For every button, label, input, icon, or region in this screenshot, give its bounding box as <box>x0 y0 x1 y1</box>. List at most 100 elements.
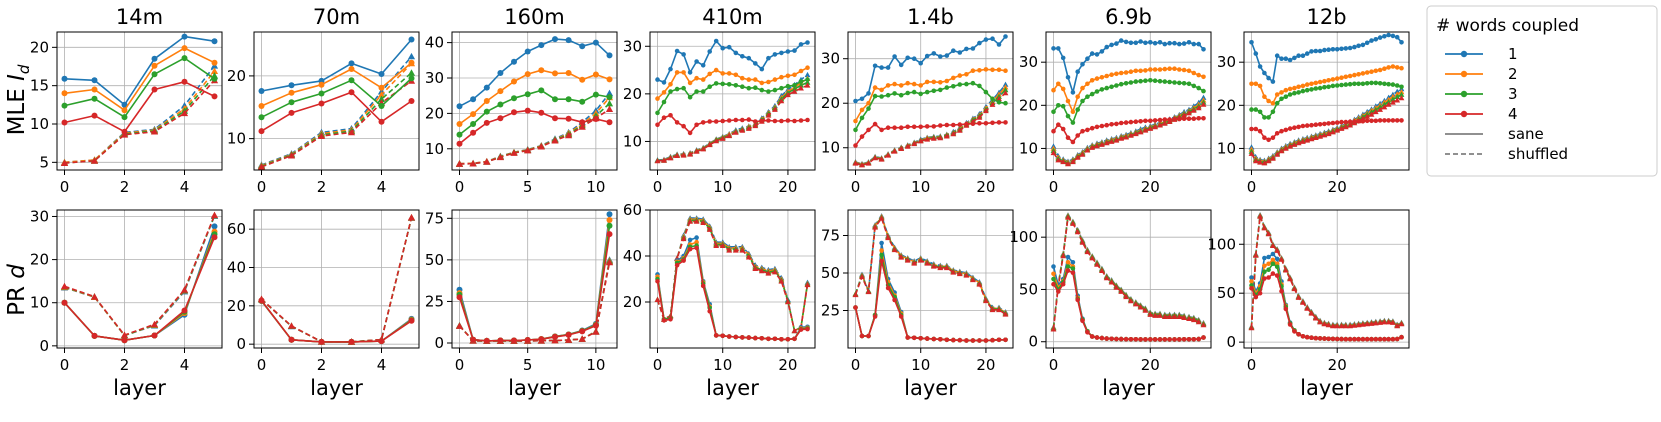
data-point-triangle <box>904 143 911 149</box>
data-point-circle <box>1162 117 1168 122</box>
series-4-sane <box>456 107 613 147</box>
series-line <box>459 89 610 136</box>
data-point-circle <box>1322 47 1327 53</box>
data-point-circle <box>1075 107 1080 112</box>
data-point-circle <box>1070 120 1076 125</box>
y-tick-label: 10 <box>821 139 840 157</box>
data-point-circle <box>1186 40 1192 45</box>
data-point-triangle <box>1394 93 1401 99</box>
data-point-circle <box>905 335 910 340</box>
data-point-circle <box>674 86 680 92</box>
data-point-circle <box>1287 86 1293 92</box>
data-point-circle <box>872 85 878 90</box>
data-point-triangle <box>1002 87 1009 93</box>
data-point-triangle <box>1287 143 1293 149</box>
data-point-triangle <box>1147 311 1154 317</box>
data-point-circle <box>872 93 878 99</box>
data-point-circle <box>957 337 963 343</box>
data-point-circle <box>1330 336 1336 342</box>
axes-frame <box>1045 31 1212 171</box>
data-point-circle <box>1201 116 1206 121</box>
data-point-triangle <box>1394 323 1401 329</box>
data-point-circle <box>1056 103 1061 108</box>
data-point-circle <box>1313 86 1319 91</box>
data-point-triangle <box>1152 312 1158 318</box>
data-point-circle <box>892 297 897 303</box>
data-point-circle <box>798 118 804 123</box>
data-point-circle <box>759 80 765 86</box>
data-point-circle <box>1313 80 1319 86</box>
series-2-sane <box>655 65 810 101</box>
data-point-circle <box>91 332 98 339</box>
y-tick-label: 30 <box>30 207 49 225</box>
series-2-shuffled <box>455 257 614 344</box>
data-point-circle <box>772 52 778 57</box>
data-point-circle <box>661 80 667 85</box>
data-point-triangle <box>758 268 765 274</box>
series-4-sane <box>61 78 218 135</box>
data-point-triangle <box>455 322 464 329</box>
data-point-circle <box>1322 336 1327 341</box>
data-point-circle <box>1343 119 1349 125</box>
data-point-triangle <box>687 151 693 157</box>
data-point-circle <box>859 333 865 339</box>
plot-area <box>455 36 614 167</box>
data-point-circle <box>1386 118 1391 123</box>
data-point-circle <box>687 94 693 100</box>
data-point-triangle <box>996 95 1002 102</box>
data-point-circle <box>1309 335 1314 341</box>
data-point-circle <box>1334 76 1340 81</box>
data-point-circle <box>1262 94 1267 99</box>
data-point-circle <box>565 37 572 44</box>
data-point-circle <box>740 75 745 81</box>
data-point-circle <box>911 124 917 130</box>
data-point-circle <box>1094 76 1100 81</box>
data-point-circle <box>1339 46 1344 52</box>
series-line <box>458 262 611 342</box>
axes-frame <box>253 209 420 349</box>
data-point-triangle <box>739 127 746 133</box>
data-point-circle <box>713 119 719 124</box>
data-point-circle <box>1364 81 1370 86</box>
data-point-circle <box>753 85 758 90</box>
x-tick-label: 20 <box>1328 356 1347 374</box>
data-point-circle <box>1056 122 1061 127</box>
data-point-triangle <box>1338 323 1345 329</box>
y-tick-label: 15 <box>30 77 49 95</box>
data-point-circle <box>1322 121 1327 127</box>
data-point-circle <box>318 338 325 345</box>
data-point-circle <box>759 87 765 93</box>
x-axis-label: layer <box>706 376 759 400</box>
series-line <box>64 47 215 111</box>
plot-area <box>257 213 416 345</box>
series-4-sane <box>655 245 810 342</box>
data-point-circle <box>1287 57 1293 63</box>
y-label-row-2-main: PR <box>4 279 30 316</box>
data-point-circle <box>1300 53 1306 58</box>
data-point-triangle <box>60 159 69 166</box>
data-point-circle <box>1377 67 1383 73</box>
data-point-triangle <box>524 146 532 154</box>
data-point-circle <box>1377 81 1383 86</box>
data-point-circle <box>1399 118 1404 123</box>
data-point-circle <box>1266 275 1271 280</box>
data-point-circle <box>779 118 784 124</box>
data-point-circle <box>1309 81 1314 87</box>
data-point-triangle <box>1099 141 1105 147</box>
data-point-circle <box>121 337 128 344</box>
data-point-circle <box>1080 128 1085 134</box>
data-point-circle <box>1109 336 1114 342</box>
data-point-circle <box>1162 337 1168 342</box>
data-point-circle <box>1300 88 1306 94</box>
data-point-circle <box>511 95 517 102</box>
data-point-circle <box>1343 74 1349 80</box>
data-point-circle <box>1051 271 1056 277</box>
data-point-circle <box>181 307 188 314</box>
data-point-circle <box>1287 322 1293 327</box>
series-1-sane <box>61 33 218 108</box>
data-point-circle <box>1274 264 1280 270</box>
data-point-circle <box>785 73 791 79</box>
data-point-circle <box>121 101 128 108</box>
x-tick-label: 4 <box>180 356 190 374</box>
data-point-circle <box>726 44 732 50</box>
